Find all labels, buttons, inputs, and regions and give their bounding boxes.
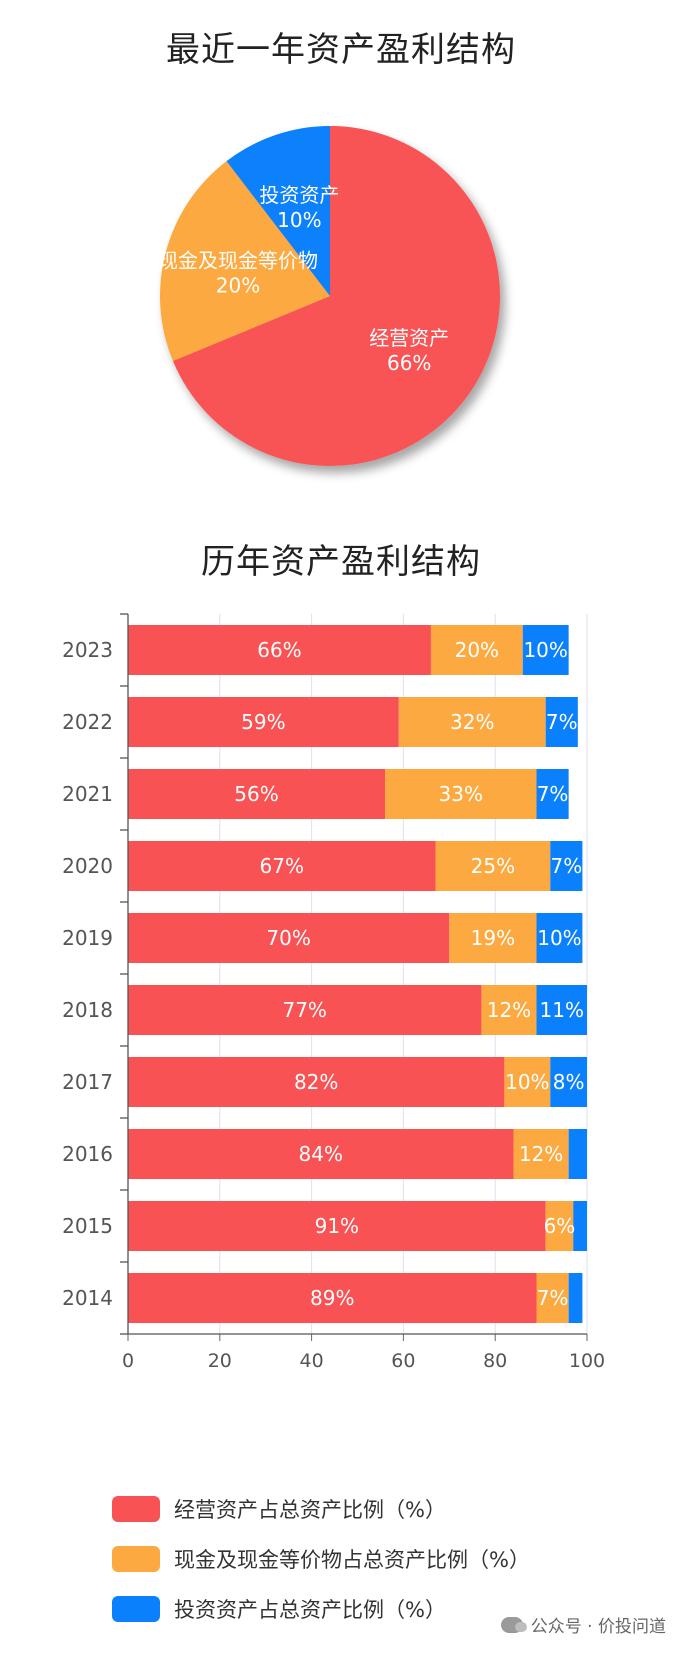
pie-slice[interactable] bbox=[172, 126, 500, 466]
bar-value-label: 25% bbox=[471, 854, 515, 878]
bar-segment[interactable] bbox=[128, 625, 431, 675]
pie-slice-value-label: 10% bbox=[277, 208, 321, 232]
x-tick-label: 80 bbox=[483, 1350, 507, 1372]
bar-value-label: 56% bbox=[234, 782, 278, 806]
chart-legend: 经营资产占总资产比例（%） 现金及现金等价物占总资产比例（%） 投资资产占总资产… bbox=[112, 1492, 530, 1642]
bar-segment[interactable] bbox=[128, 769, 386, 819]
y-tick-label: 2018 bbox=[62, 998, 113, 1022]
legend-label-operating: 经营资产占总资产比例（%） bbox=[174, 1498, 446, 1522]
y-tick-label: 2016 bbox=[62, 1142, 113, 1166]
y-tick-label: 2020 bbox=[62, 854, 113, 878]
pie-slice[interactable] bbox=[159, 161, 330, 362]
y-tick-label: 2015 bbox=[62, 1214, 113, 1238]
bar-segment[interactable] bbox=[430, 625, 523, 675]
bar-value-label: 33% bbox=[439, 782, 483, 806]
bar-segment[interactable] bbox=[385, 769, 537, 819]
x-tick-label: 20 bbox=[208, 1350, 232, 1372]
bar-segment[interactable] bbox=[449, 913, 537, 963]
bar-value-label: 11% bbox=[540, 998, 584, 1022]
pie-slice-value-label: 66% bbox=[387, 351, 431, 375]
bar-value-label: 8% bbox=[553, 1070, 585, 1094]
x-tick-label: 0 bbox=[122, 1350, 134, 1372]
bar-segment[interactable] bbox=[481, 985, 537, 1035]
bar-segment[interactable] bbox=[550, 841, 583, 891]
legend-label-investment: 投资资产占总资产比例（%） bbox=[174, 1598, 446, 1622]
legend-swatch-investment bbox=[112, 1596, 160, 1622]
bar-segment[interactable] bbox=[128, 985, 482, 1035]
watermark-text: 公众号 · 价投问道 bbox=[530, 1617, 666, 1637]
bar-value-label: 20% bbox=[455, 638, 499, 662]
legend-swatch-operating bbox=[112, 1496, 160, 1522]
legend-item-cash[interactable]: 现金及现金等价物占总资产比例（%） bbox=[112, 1542, 530, 1576]
y-tick-label: 2021 bbox=[62, 782, 113, 806]
bar-segment[interactable] bbox=[536, 1273, 569, 1323]
bar-segment[interactable] bbox=[128, 913, 450, 963]
bar-segment[interactable] bbox=[545, 1201, 574, 1251]
bar-segment[interactable] bbox=[536, 985, 587, 1035]
bar-value-label: 77% bbox=[282, 998, 326, 1022]
bar-value-label: 59% bbox=[241, 710, 285, 734]
y-tick-label: 2019 bbox=[62, 926, 113, 950]
bar-value-label: 10% bbox=[523, 638, 567, 662]
pie-slice-label: 经营资产 bbox=[369, 326, 449, 350]
bar-value-label: 89% bbox=[310, 1286, 354, 1310]
bar-value-label: 7% bbox=[546, 710, 578, 734]
bar-value-label: 82% bbox=[294, 1070, 338, 1094]
bar-value-label: 6% bbox=[544, 1214, 576, 1238]
y-tick-label: 2017 bbox=[62, 1070, 113, 1094]
wechat-icon bbox=[500, 1616, 527, 1633]
bar-segment[interactable] bbox=[568, 1129, 587, 1179]
bar-value-label: 10% bbox=[505, 1070, 549, 1094]
bar-segment[interactable] bbox=[513, 1129, 569, 1179]
bar-segment[interactable] bbox=[128, 1057, 505, 1107]
bar-value-label: 7% bbox=[537, 782, 569, 806]
bar-segment[interactable] bbox=[536, 769, 569, 819]
y-tick-label: 2022 bbox=[62, 710, 113, 734]
bar-segment[interactable] bbox=[573, 1201, 587, 1251]
x-tick-label: 60 bbox=[391, 1350, 415, 1372]
x-tick-label: 40 bbox=[300, 1350, 324, 1372]
pie-chart-title: 最近一年资产盈利结构 bbox=[166, 30, 516, 70]
pie-slice-label: 现金及现金等价物 bbox=[158, 248, 318, 272]
bar-segment[interactable] bbox=[536, 913, 583, 963]
bar-value-label: 10% bbox=[537, 926, 581, 950]
bar-value-label: 66% bbox=[257, 638, 301, 662]
stacked-bar-chart: 0 20 40 60 80 100 2023 2022 2021 2020 2019 2018 2017… bbox=[62, 613, 605, 1372]
bar-value-label: 84% bbox=[299, 1142, 343, 1166]
y-tick-label: 2023 bbox=[62, 638, 113, 662]
bar-value-label: 12% bbox=[487, 998, 531, 1022]
bar-value-label: 67% bbox=[260, 854, 304, 878]
bar-segment[interactable] bbox=[128, 1273, 537, 1323]
legend-swatch-cash bbox=[112, 1546, 160, 1572]
bar-value-label: 70% bbox=[266, 926, 310, 950]
bar-segment[interactable] bbox=[545, 697, 578, 747]
watermark: 公众号 · 价投问道 bbox=[500, 1612, 666, 1637]
bar-segment[interactable] bbox=[568, 1273, 583, 1323]
legend-item-operating[interactable]: 经营资产占总资产比例（%） bbox=[112, 1492, 530, 1526]
bar-chart-title: 历年资产盈利结构 bbox=[201, 542, 481, 582]
bar-segment[interactable] bbox=[128, 1201, 546, 1251]
x-tick-label: 100 bbox=[569, 1350, 605, 1372]
bar-segment[interactable] bbox=[550, 1057, 587, 1107]
bar-segment[interactable] bbox=[128, 1129, 514, 1179]
pie-slice-value-label: 20% bbox=[216, 273, 260, 297]
legend-item-investment[interactable]: 投资资产占总资产比例（%） bbox=[112, 1592, 530, 1626]
y-tick-label: 2014 bbox=[62, 1286, 113, 1310]
bar-segment[interactable] bbox=[128, 697, 399, 747]
legend-label-cash: 现金及现金等价物占总资产比例（%） bbox=[174, 1548, 530, 1572]
bar-value-label: 32% bbox=[450, 710, 494, 734]
bar-segment[interactable] bbox=[435, 841, 551, 891]
bar-segment[interactable] bbox=[504, 1057, 551, 1107]
bar-value-label: 19% bbox=[471, 926, 515, 950]
bar-segment[interactable] bbox=[522, 625, 569, 675]
pie-slice[interactable] bbox=[226, 126, 330, 296]
pie-slice-label: 投资资产 bbox=[259, 183, 339, 207]
bar-value-label: 91% bbox=[315, 1214, 359, 1238]
bar-value-label: 12% bbox=[519, 1142, 563, 1166]
bar-value-label: 7% bbox=[550, 854, 582, 878]
bar-segment[interactable] bbox=[398, 697, 546, 747]
bar-value-label: 7% bbox=[537, 1286, 569, 1310]
bar-segment[interactable] bbox=[128, 841, 436, 891]
